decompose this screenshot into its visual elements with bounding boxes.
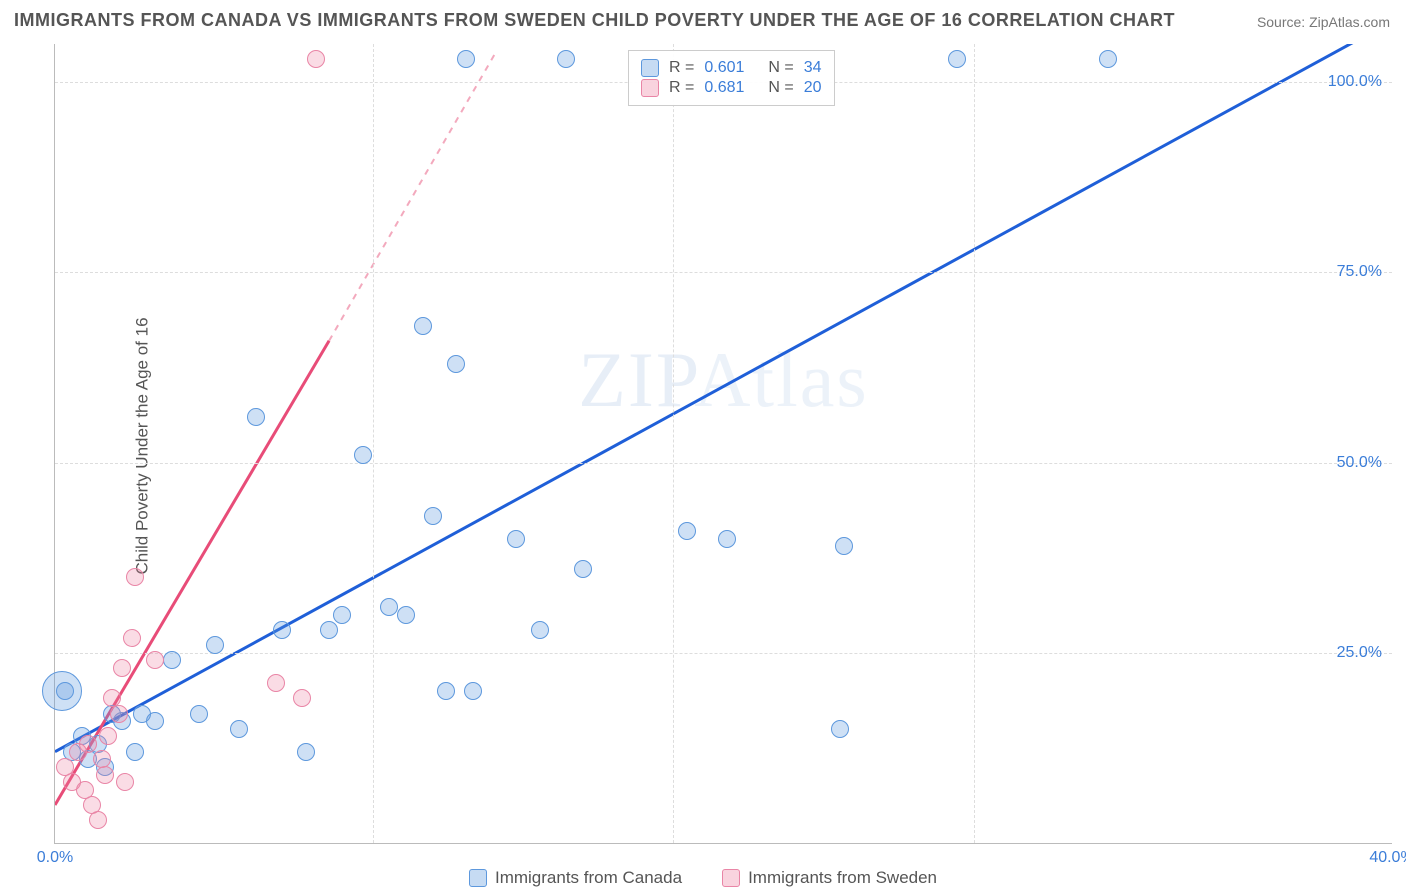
data-point	[354, 446, 372, 464]
gridline-v	[673, 44, 674, 843]
data-point	[1099, 50, 1117, 68]
gridline-v	[974, 44, 975, 843]
data-point	[457, 50, 475, 68]
y-tick-label: 25.0%	[1337, 644, 1382, 662]
data-point	[464, 682, 482, 700]
watermark: ZIPAtlas	[578, 335, 869, 425]
chart-title: IMMIGRANTS FROM CANADA VS IMMIGRANTS FRO…	[14, 10, 1175, 31]
data-point	[267, 674, 285, 692]
legend-n-value: 20	[804, 79, 822, 97]
data-point	[89, 811, 107, 829]
data-point	[557, 50, 575, 68]
legend-swatch-sweden	[722, 869, 740, 887]
data-point	[293, 689, 311, 707]
legend-r-key: R =	[669, 79, 694, 97]
data-point	[307, 50, 325, 68]
legend-n-key: N =	[768, 59, 793, 77]
plot-area: ZIPAtlas 25.0%50.0%75.0%100.0%0.0%40.0%R…	[54, 44, 1392, 844]
data-point	[574, 560, 592, 578]
legend-label-sweden: Immigrants from Sweden	[748, 868, 937, 888]
trend-lines-layer	[55, 44, 1392, 843]
gridline-v	[373, 44, 374, 843]
data-point	[397, 606, 415, 624]
source-label: Source: ZipAtlas.com	[1257, 14, 1390, 30]
gridline-h	[55, 463, 1392, 464]
data-point	[507, 530, 525, 548]
data-point	[113, 659, 131, 677]
legend-n-key: N =	[768, 79, 793, 97]
y-tick-label: 75.0%	[1337, 263, 1382, 281]
y-tick-label: 100.0%	[1328, 73, 1382, 91]
legend-r-value: 0.681	[704, 79, 744, 97]
gridline-h	[55, 653, 1392, 654]
data-point	[414, 317, 432, 335]
data-point	[320, 621, 338, 639]
data-point	[79, 735, 97, 753]
legend-item-canada: Immigrants from Canada	[469, 868, 682, 888]
data-point	[247, 408, 265, 426]
data-point	[437, 682, 455, 700]
data-point	[190, 705, 208, 723]
data-point	[948, 50, 966, 68]
data-point	[230, 720, 248, 738]
data-point	[273, 621, 291, 639]
data-point	[116, 773, 134, 791]
legend-bottom: Immigrants from Canada Immigrants from S…	[0, 868, 1406, 888]
correlation-chart: IMMIGRANTS FROM CANADA VS IMMIGRANTS FRO…	[0, 0, 1406, 892]
data-point	[380, 598, 398, 616]
data-point	[163, 651, 181, 669]
data-point	[447, 355, 465, 373]
data-point	[678, 522, 696, 540]
x-tick-label: 40.0%	[1369, 849, 1406, 867]
data-point	[110, 705, 128, 723]
data-point	[297, 743, 315, 761]
data-point	[531, 621, 549, 639]
legend-item-sweden: Immigrants from Sweden	[722, 868, 937, 888]
watermark-suffix: Atlas	[694, 336, 869, 423]
data-point	[206, 636, 224, 654]
x-tick-label: 0.0%	[37, 849, 73, 867]
legend-swatch-canada	[469, 869, 487, 887]
watermark-prefix: ZIP	[578, 336, 694, 423]
legend-label-canada: Immigrants from Canada	[495, 868, 682, 888]
legend-swatch	[641, 79, 659, 97]
data-point	[126, 743, 144, 761]
y-tick-label: 50.0%	[1337, 454, 1382, 472]
data-point	[99, 727, 117, 745]
data-point	[831, 720, 849, 738]
data-point	[835, 537, 853, 555]
legend-top: R = 0.601 N = 34 R = 0.681 N = 20	[628, 50, 835, 106]
gridline-h	[55, 272, 1392, 273]
legend-top-row: R = 0.681 N = 20	[641, 79, 822, 97]
data-point	[333, 606, 351, 624]
data-point	[424, 507, 442, 525]
data-point	[96, 766, 114, 784]
legend-r-value: 0.601	[704, 59, 744, 77]
legend-n-value: 34	[804, 59, 822, 77]
data-point	[146, 712, 164, 730]
legend-top-row: R = 0.601 N = 34	[641, 59, 822, 77]
data-point	[146, 651, 164, 669]
legend-swatch	[641, 59, 659, 77]
data-point	[123, 629, 141, 647]
data-point	[126, 568, 144, 586]
data-point	[718, 530, 736, 548]
legend-r-key: R =	[669, 59, 694, 77]
data-point	[56, 682, 74, 700]
